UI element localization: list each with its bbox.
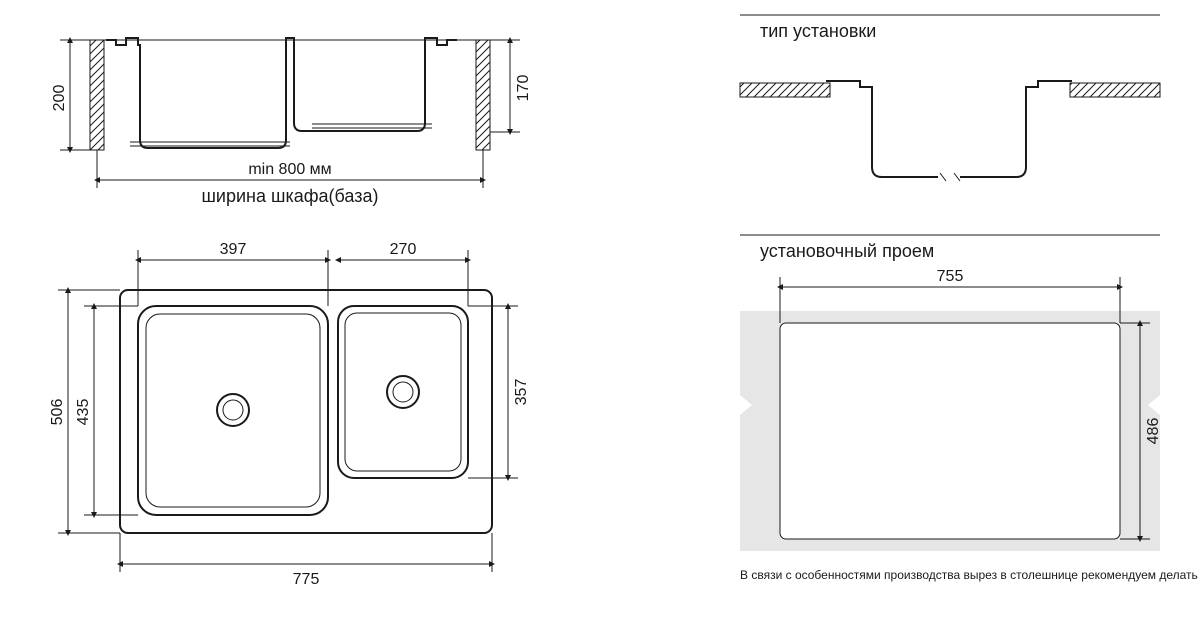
technical-drawing: 200 170 min 800 мм ширина шкафа(база) 39… — [0, 0, 1200, 618]
dim-bowl1-width: 397 — [220, 241, 247, 258]
cabinet-caption: ширина шкафа(база) — [201, 186, 378, 206]
dim-bowl2-width: 270 — [390, 241, 417, 258]
install-title: тип установки — [760, 21, 876, 41]
plan-view: 397 270 506 435 357 775 — [49, 241, 530, 588]
cutout-title: установочный проем — [760, 241, 934, 261]
cutout-footnote: В связи с особенностями производства выр… — [740, 568, 1200, 582]
dim-depth-left-label: 200 — [51, 85, 68, 112]
dim-overall-height: 506 — [49, 399, 66, 426]
dim-bowl2-height: 357 — [468, 306, 530, 478]
dim-cabinet-width-label: min 800 мм — [248, 161, 331, 178]
dim-overall-width-label: 775 — [293, 571, 320, 588]
cutout-view: установочный проем 755 486 В связи с осо… — [740, 235, 1200, 582]
dim-overall-width: 775 — [120, 533, 492, 588]
dim-heights-left: 506 435 — [49, 290, 138, 533]
dim-bowl1-height: 435 — [75, 399, 92, 426]
dim-depth-right: 170 — [490, 40, 532, 132]
cutout-hole — [780, 323, 1120, 539]
section-view: 200 170 min 800 мм ширина шкафа(база) — [51, 38, 532, 206]
dim-bowl2-height-label: 357 — [513, 379, 530, 406]
dim-depth-left: 200 — [51, 40, 90, 150]
dim-bowl-widths: 397 270 — [138, 241, 468, 306]
dim-cabinet-width: min 800 мм ширина шкафа(база) — [97, 150, 483, 206]
dim-cutout-height-label: 486 — [1145, 418, 1162, 445]
dim-cutout-width-label: 755 — [937, 268, 964, 285]
dim-depth-right-label: 170 — [515, 75, 532, 102]
install-type: тип установки — [740, 15, 1160, 181]
